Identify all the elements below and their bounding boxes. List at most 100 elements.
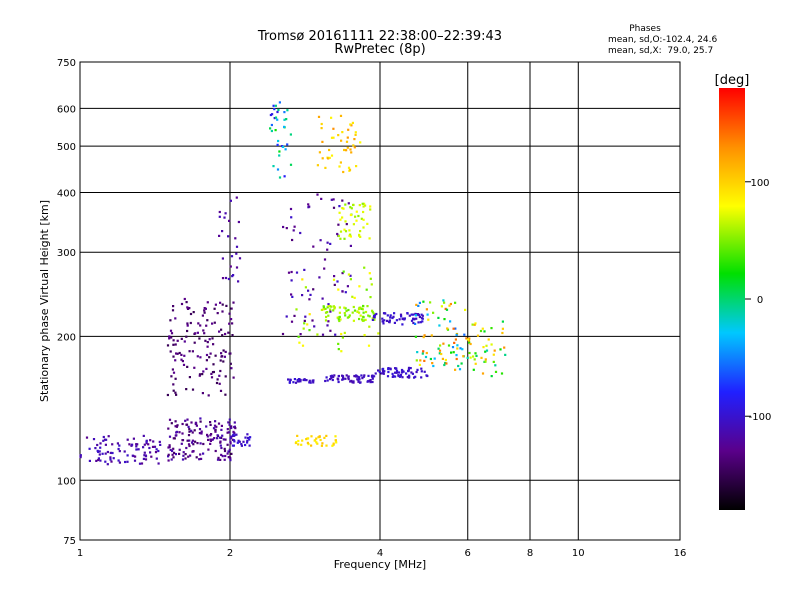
data-point [423, 359, 426, 362]
data-point [202, 329, 205, 332]
data-point [206, 319, 209, 322]
data-point [167, 459, 170, 462]
data-point [358, 311, 361, 314]
data-point [97, 458, 100, 462]
data-point [285, 227, 288, 230]
colorbar-ticks: 100 0 -100 [745, 178, 771, 423]
data-point [315, 437, 318, 440]
data-point [416, 368, 419, 371]
colorbar-tick-label: 0 [757, 295, 763, 306]
data-point [168, 444, 171, 447]
data-point [291, 295, 294, 298]
data-point [85, 436, 89, 439]
data-point [233, 434, 236, 437]
data-point [338, 165, 341, 168]
data-point [290, 293, 293, 296]
data-point [447, 344, 451, 347]
data-point [300, 443, 303, 446]
data-point [332, 198, 335, 201]
data-point [418, 315, 421, 319]
data-point [336, 377, 339, 380]
data-point [367, 380, 370, 383]
data-point [388, 319, 391, 322]
data-point [360, 217, 363, 220]
y-tick-label: 200 [57, 332, 76, 343]
data-point [222, 349, 225, 352]
data-point [213, 437, 216, 440]
data-point [117, 459, 120, 462]
data-point [456, 344, 459, 347]
data-point [432, 364, 435, 368]
data-point [389, 368, 392, 371]
data-point [172, 389, 175, 392]
data-point [292, 229, 295, 232]
data-point [459, 347, 462, 350]
data-point [199, 417, 202, 420]
data-point [209, 442, 212, 445]
data-point [305, 379, 308, 382]
data-point [327, 303, 330, 306]
data-point [185, 335, 188, 338]
data-point [383, 319, 386, 322]
data-point [466, 338, 470, 341]
data-point [341, 290, 344, 293]
data-point [324, 319, 328, 322]
data-point [341, 216, 344, 219]
data-point [169, 350, 172, 353]
data-point [142, 457, 145, 460]
data-point [209, 423, 212, 426]
data-point [315, 441, 318, 444]
data-point [340, 332, 343, 336]
data-point [178, 351, 181, 355]
data-point [317, 115, 321, 118]
data-point [357, 214, 360, 218]
data-point [143, 454, 146, 457]
data-point [373, 314, 377, 317]
data-point [455, 333, 458, 337]
data-point [362, 304, 365, 308]
data-point [385, 319, 389, 322]
data-point [189, 454, 192, 457]
data-point [221, 434, 224, 437]
data-point [442, 342, 445, 345]
data-point [283, 118, 286, 121]
data-point [325, 434, 328, 437]
data-point [223, 458, 226, 461]
data-point [205, 353, 209, 357]
data-point [175, 393, 178, 396]
data-point [293, 378, 296, 381]
data-point [203, 307, 206, 310]
data-point [229, 459, 232, 462]
data-point [475, 354, 478, 357]
data-point [273, 108, 276, 111]
data-point [168, 335, 171, 338]
data-point [332, 305, 335, 308]
data-point [484, 358, 487, 361]
data-point [209, 352, 212, 355]
data-point [198, 374, 201, 377]
data-point [454, 327, 457, 330]
data-point [211, 337, 214, 340]
data-point [180, 353, 183, 356]
data-point [167, 446, 170, 449]
data-point [406, 375, 409, 379]
data-point [181, 458, 185, 461]
data-point [347, 273, 350, 276]
data-point [503, 346, 506, 349]
data-point [308, 379, 311, 382]
data-point [394, 371, 397, 374]
data-point [312, 381, 315, 384]
data-point [284, 148, 287, 151]
data-point [450, 351, 453, 354]
data-point [440, 305, 443, 308]
data-point [211, 322, 214, 325]
data-point [133, 459, 137, 462]
data-point [308, 381, 311, 384]
data-point [206, 341, 209, 344]
data-point [306, 441, 309, 444]
data-point [353, 138, 356, 141]
data-point [344, 230, 348, 233]
data-point [274, 129, 277, 132]
data-point [338, 205, 341, 208]
